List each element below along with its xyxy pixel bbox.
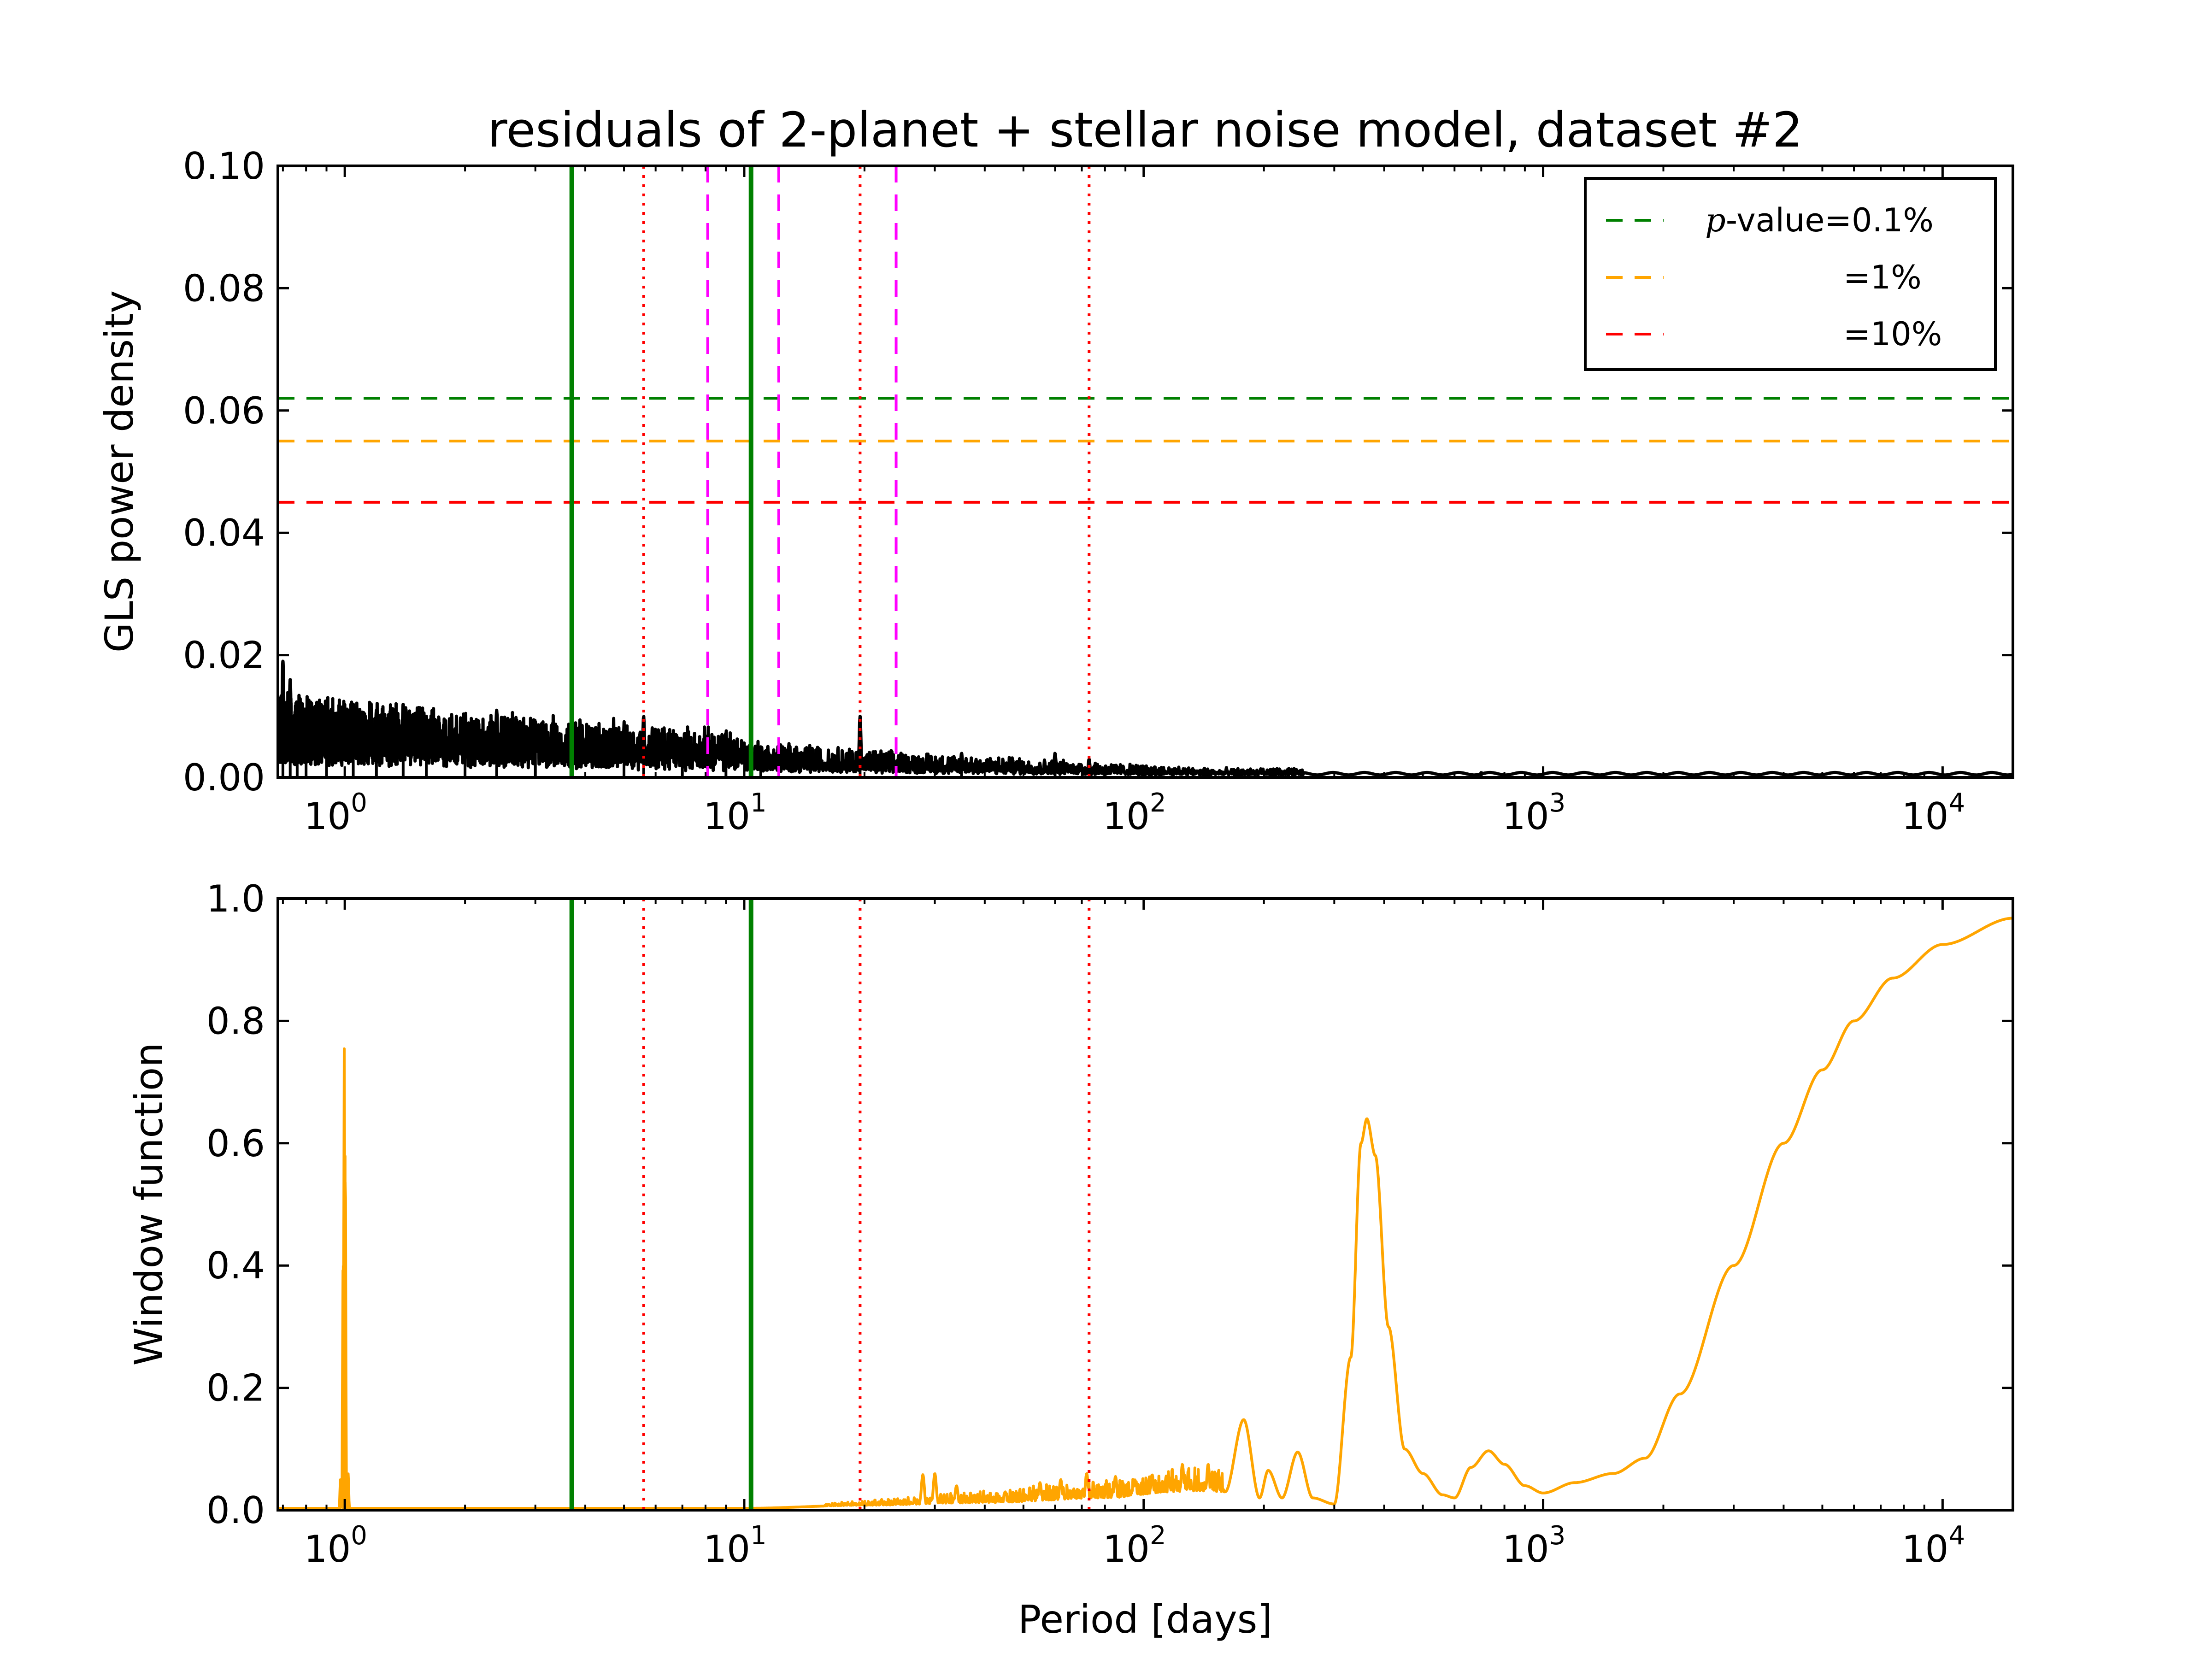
bottom-xtick-label-base-1: 10 — [703, 1528, 750, 1571]
top-xtick-label-3: 103 — [1502, 788, 1565, 838]
bottom-xtick-label-1: 101 — [703, 1521, 766, 1571]
top-ytick-label-1: 0.02 — [183, 634, 265, 677]
bottom-xtick-label-base-3: 10 — [1502, 1528, 1549, 1571]
bottom-axes-frame — [276, 897, 2014, 1512]
top-xtick-label-base-3: 10 — [1502, 795, 1549, 838]
top-xtick-label-base-2: 10 — [1103, 795, 1150, 838]
bottom-xtick-label-3: 103 — [1502, 1521, 1565, 1571]
bottom-xtick-label-base-4: 10 — [1902, 1528, 1949, 1571]
legend-label-math-p: p — [1705, 201, 1726, 239]
top-xtick-label-exp-3: 3 — [1549, 788, 1566, 818]
legend-label-text-0: -value=0.1% — [1726, 201, 1934, 239]
top-xtick-label-exp-0: 0 — [351, 788, 367, 818]
bottom-xtick-label-2: 102 — [1103, 1521, 1166, 1571]
top-xtick-label-0: 100 — [304, 788, 367, 838]
bottom-ytick-label-0: 0.0 — [206, 1489, 265, 1532]
top-xtick-label-exp-1: 1 — [750, 788, 767, 818]
top-ytick-label-3: 0.06 — [183, 389, 265, 432]
top-ytick-label-4: 0.08 — [183, 267, 265, 310]
bottom-ytick-label-3: 0.6 — [206, 1122, 265, 1165]
bottom-plot-area — [278, 899, 2013, 1510]
bottom-data-layer — [278, 899, 2013, 1510]
top-y-axis-label: GLS power density — [97, 290, 142, 653]
bottom-y-axis-label: Window function — [126, 1042, 171, 1365]
top-ytick-label-0: 0.00 — [183, 756, 265, 799]
legend-box — [1584, 177, 1997, 371]
bottom-xtick-label-base-2: 10 — [1103, 1528, 1150, 1571]
legend-label-pvalue-0.1: p-value=0.1% — [1705, 201, 1934, 239]
top-chart-title: residuals of 2-planet + stellar noise mo… — [488, 102, 1803, 158]
bottom-xtick-label-exp-0: 0 — [351, 1521, 367, 1551]
top-xtick-label-4: 104 — [1902, 788, 1965, 838]
bottom-ytick-label-2: 0.4 — [206, 1244, 265, 1287]
top-xtick-label-exp-2: 2 — [1150, 788, 1166, 818]
top-xtick-label-base-4: 10 — [1902, 795, 1949, 838]
top-axes-frame — [276, 165, 2014, 779]
bottom-xtick-label-base-0: 10 — [304, 1528, 351, 1571]
bottom-xtick-label-4: 104 — [1902, 1521, 1965, 1571]
bottom-xtick-label-0: 100 — [304, 1521, 367, 1571]
top-xtick-label-exp-4: 4 — [1948, 788, 1965, 818]
bottom-x-axis-label: Period [days] — [1018, 1597, 1272, 1642]
top-xtick-label-2: 102 — [1103, 788, 1166, 838]
bottom-xtick-label-exp-4: 4 — [1948, 1521, 1965, 1551]
legend-label-pvalue-1: =1% — [1843, 259, 1922, 296]
bottom-ytick-label-1: 0.2 — [206, 1367, 265, 1410]
bottom-xtick-label-exp-1: 1 — [750, 1521, 767, 1551]
top-xtick-label-1: 101 — [703, 788, 766, 838]
top-ytick-label-5: 0.10 — [183, 145, 265, 188]
legend: p-value=0.1% =1% =10% — [1584, 177, 1997, 371]
top-xtick-label-base-0: 10 — [304, 795, 351, 838]
legend-label-pvalue-10: =10% — [1843, 315, 1942, 353]
bottom-xtick-label-exp-2: 2 — [1150, 1521, 1166, 1551]
top-series-line — [278, 659, 2013, 777]
bottom-ytick-label-4: 0.8 — [206, 1000, 265, 1042]
top-ytick-label-2: 0.04 — [183, 512, 265, 554]
top-xtick-label-base-1: 10 — [703, 795, 750, 838]
bottom-ytick-label-5: 1.0 — [206, 877, 265, 920]
top-data-layer — [278, 166, 2013, 777]
bottom-series-line — [278, 917, 2013, 1510]
bottom-xtick-label-exp-3: 3 — [1549, 1521, 1566, 1551]
